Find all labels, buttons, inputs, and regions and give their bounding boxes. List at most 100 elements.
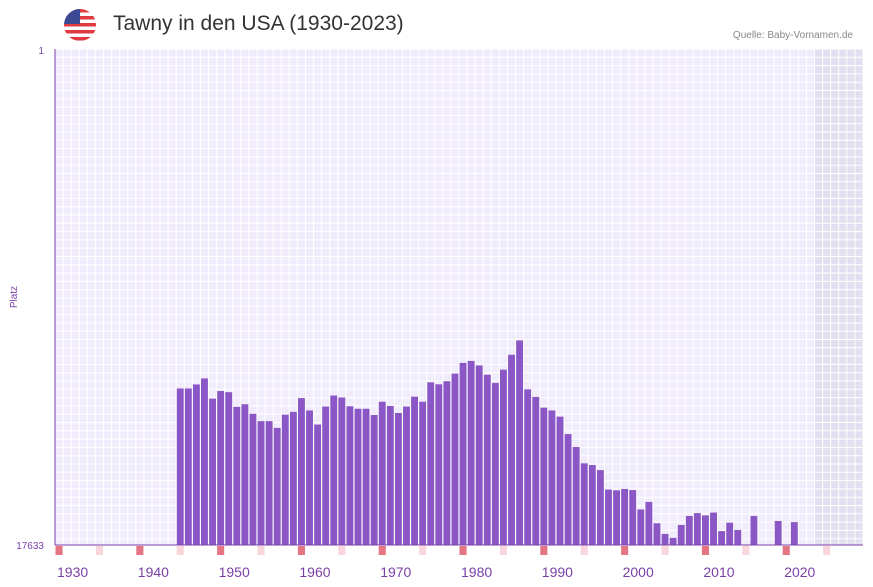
x-tick-1960: 1960 [299,564,330,580]
bar-1953 [241,404,248,545]
bar-2000 [621,489,628,545]
x-tick-1970: 1970 [380,564,411,580]
bar-1992 [557,417,564,545]
bar-1993 [565,434,572,545]
bar-1979 [452,374,459,545]
bar-1951 [225,392,232,545]
bar-1956 [266,421,273,545]
bar-2001 [629,490,636,545]
bar-2011 [710,513,717,545]
x-tick-1930: 1930 [57,564,88,580]
year-marker-1945 [177,546,184,555]
bar-1980 [460,363,467,545]
bar-1977 [435,384,442,545]
bar-1960 [298,398,305,545]
bar-1985 [500,370,507,545]
bar-2016 [750,516,757,545]
bar-1997 [597,470,604,545]
decade-markers [56,546,831,555]
bar-1968 [363,409,370,545]
rank-bar-chart: 1930194019501960197019801990200020102020… [0,0,873,587]
bar-1970 [379,402,386,545]
bar-1952 [233,407,240,545]
bar-1994 [573,447,580,545]
year-marker-1975 [419,546,426,555]
bar-1974 [411,397,418,545]
year-marker-1980 [460,546,467,555]
year-marker-1995 [581,546,588,555]
year-marker-1935 [96,546,103,555]
bar-2012 [718,531,725,545]
bar-2007 [678,525,685,545]
bar-1965 [338,398,345,545]
x-tick-1980: 1980 [461,564,492,580]
year-marker-2015 [742,546,749,555]
bar-1963 [322,407,329,545]
bar-1950 [217,391,224,545]
year-marker-2020 [783,546,790,555]
year-marker-1955 [258,546,265,555]
x-tick-1940: 1940 [138,564,169,580]
bar-1967 [355,409,362,545]
bar-2013 [726,523,733,545]
year-marker-2000 [621,546,628,555]
year-marker-1950 [217,546,224,555]
grid-lines [55,49,863,545]
bar-1978 [443,381,450,545]
bar-1962 [314,425,321,545]
year-marker-2010 [702,546,709,555]
bar-1964 [330,396,337,545]
y-tick-bottom: 17633 [16,541,44,552]
bar-1957 [274,428,281,545]
bar-1945 [177,389,184,545]
bar-1987 [516,340,523,545]
year-marker-1965 [338,546,345,555]
bar-1958 [282,415,289,545]
bar-1995 [581,463,588,545]
bar-1990 [540,408,547,545]
x-tick-labels: 1930194019501960197019801990200020102020 [57,564,816,580]
bar-2004 [654,523,661,545]
x-tick-2010: 2010 [703,564,734,580]
year-marker-1990 [540,546,547,555]
bar-1984 [492,383,499,545]
x-tick-2000: 2000 [623,564,654,580]
bar-2006 [670,538,677,545]
bar-1955 [258,421,265,545]
year-marker-1985 [500,546,507,555]
bar-1999 [613,490,620,545]
bar-1949 [209,399,216,545]
bar-1959 [290,412,297,545]
bar-1961 [306,410,313,545]
y-axis-label: Platz [9,286,20,308]
bar-1983 [484,375,491,545]
year-marker-1940 [136,546,143,555]
bar-1966 [346,406,353,545]
bar-1976 [427,382,434,545]
y-tick-top: 1 [38,46,44,57]
bar-1996 [589,465,596,545]
year-marker-1970 [379,546,386,555]
x-tick-1990: 1990 [542,564,573,580]
bar-1954 [250,414,257,545]
bar-1986 [508,355,515,545]
bar-1975 [419,402,426,545]
bar-2008 [686,516,693,545]
bar-1947 [193,384,200,545]
bar-2005 [662,534,669,545]
bar-2002 [637,509,644,545]
x-tick-2020: 2020 [784,564,815,580]
year-marker-2005 [662,546,669,555]
bar-1998 [605,489,612,545]
bar-1982 [476,365,483,545]
bar-1988 [524,389,531,545]
year-marker-1930 [56,546,63,555]
bar-2003 [645,502,652,545]
bar-1991 [548,410,555,545]
bar-2010 [702,515,709,545]
bar-2014 [734,530,741,545]
year-marker-1960 [298,546,305,555]
year-marker-2025 [823,546,830,555]
bar-1989 [532,397,539,545]
bar-1948 [201,378,208,545]
